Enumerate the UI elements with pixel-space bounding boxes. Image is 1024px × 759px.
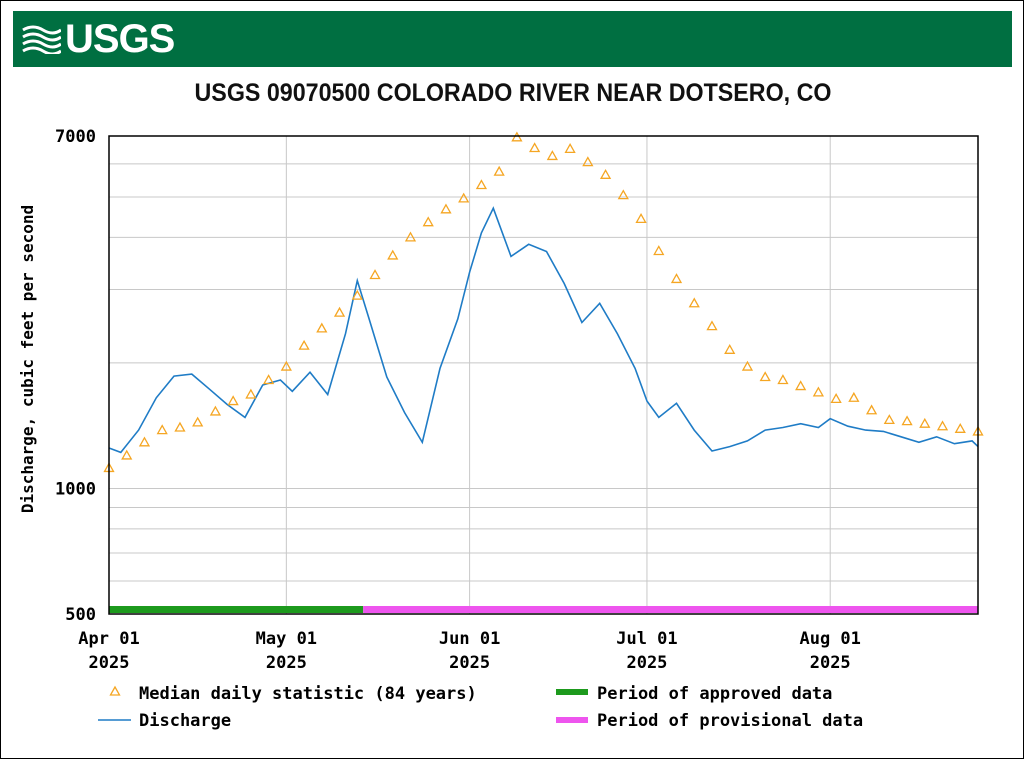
median-point <box>564 143 576 154</box>
usgs-logo[interactable]: USGS <box>21 17 175 61</box>
median-point <box>795 380 807 391</box>
median-point <box>865 404 878 415</box>
provisional-band <box>363 606 978 613</box>
x-tick-year-label: 2025 <box>810 653 851 673</box>
median-point <box>830 393 842 404</box>
median-point <box>848 391 860 402</box>
median-point <box>422 216 434 227</box>
y-tick-label: 500 <box>65 605 96 625</box>
approved-band <box>109 606 364 613</box>
x-tick-year-label: 2025 <box>626 653 667 673</box>
legend-median-marker <box>109 685 121 696</box>
median-point <box>192 416 204 427</box>
median-point <box>653 245 665 256</box>
median-point <box>174 421 186 432</box>
x-tick-year-label: 2025 <box>89 653 130 673</box>
median-point <box>901 415 913 426</box>
median-point <box>919 417 931 428</box>
grid-lines <box>108 136 978 614</box>
y-axis-title: Discharge, cubic feet per second <box>18 205 37 513</box>
median-point <box>812 386 824 397</box>
median-point <box>582 156 594 167</box>
x-tick-year-label: 2025 <box>266 653 307 673</box>
legend-approved-swatch <box>556 689 588 695</box>
usgs-banner: USGS <box>13 11 1012 67</box>
x-tick-label: Jun 01 <box>439 629 500 649</box>
x-tick-label: Aug 01 <box>799 629 860 649</box>
median-point <box>280 360 292 371</box>
usgs-wave-icon <box>22 25 61 54</box>
median-point <box>369 269 381 280</box>
chart-title: USGS 09070500 COLORADO RIVER NEAR DOTSER… <box>194 79 832 107</box>
y-tick-label: 1000 <box>55 479 96 499</box>
median-point <box>599 168 612 179</box>
legend-discharge-label: Discharge <box>139 711 231 731</box>
median-point <box>351 289 363 300</box>
median-point <box>333 306 346 317</box>
median-point <box>493 165 505 176</box>
median-point <box>138 436 151 447</box>
discharge-line <box>108 206 979 454</box>
median-point <box>617 189 629 200</box>
median-point <box>458 192 470 203</box>
median-point <box>688 297 700 308</box>
median-point <box>741 360 754 371</box>
legend-approved-label: Period of approved data <box>597 684 832 704</box>
legend-provisional-swatch <box>556 717 588 723</box>
median-point <box>475 179 488 190</box>
median-point <box>245 388 257 399</box>
legend-provisional-label: Period of provisional data <box>597 711 863 731</box>
median-point <box>156 424 168 435</box>
median-point <box>227 395 239 406</box>
x-tick-label: Apr 01 <box>78 629 139 649</box>
median-point <box>706 320 718 331</box>
legend: Median daily statistic (84 years) Period … <box>98 684 863 731</box>
data-period-bands <box>109 606 978 613</box>
median-point <box>954 422 966 433</box>
median-point <box>121 449 133 460</box>
median-point <box>670 273 683 284</box>
median-point <box>546 150 558 161</box>
series-layer <box>103 131 984 473</box>
median-point <box>759 371 771 382</box>
y-tick-label: 7000 <box>55 127 96 147</box>
median-point <box>316 322 328 333</box>
median-point <box>635 213 647 224</box>
plot-border <box>108 135 979 615</box>
median-point <box>936 420 949 431</box>
usgs-logo-text: USGS <box>65 17 175 61</box>
x-tick-label: Jul 01 <box>616 629 677 649</box>
median-point <box>511 131 523 142</box>
median-point <box>263 374 275 385</box>
axis-labels: 7000 1000 500 Apr 01 2025 May 01 2025 Jun 01 202… <box>55 127 861 673</box>
median-point <box>724 343 736 354</box>
median-point <box>209 405 222 416</box>
median-point <box>777 374 789 385</box>
median-point <box>529 142 541 153</box>
legend-median-label: Median daily statistic (84 years) <box>139 684 477 704</box>
x-tick-label: May 01 <box>256 629 317 649</box>
median-point <box>404 231 417 242</box>
x-tick-year-label: 2025 <box>449 653 490 673</box>
median-point <box>883 414 895 425</box>
median-point <box>440 203 452 214</box>
median-point <box>298 339 310 350</box>
median-point <box>387 249 399 260</box>
